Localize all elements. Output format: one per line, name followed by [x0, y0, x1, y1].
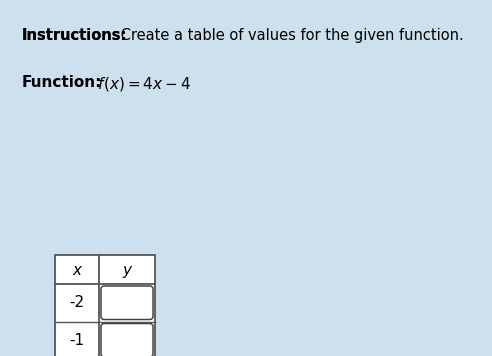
Text: -2: -2: [69, 295, 85, 310]
Text: Function:: Function:: [22, 75, 102, 90]
Text: x: x: [72, 263, 82, 278]
Text: y: y: [123, 263, 131, 278]
Text: Create a table of values for the given function.: Create a table of values for the given f…: [116, 28, 463, 43]
FancyBboxPatch shape: [101, 324, 153, 356]
Text: Instructions:: Instructions:: [22, 28, 127, 43]
Bar: [55, 255, 155, 356]
Text: Instructions:: Instructions:: [22, 28, 127, 43]
Text: $f(x) = 4x - 4$: $f(x) = 4x - 4$: [93, 75, 191, 93]
Text: -1: -1: [69, 333, 85, 348]
FancyBboxPatch shape: [101, 286, 153, 319]
